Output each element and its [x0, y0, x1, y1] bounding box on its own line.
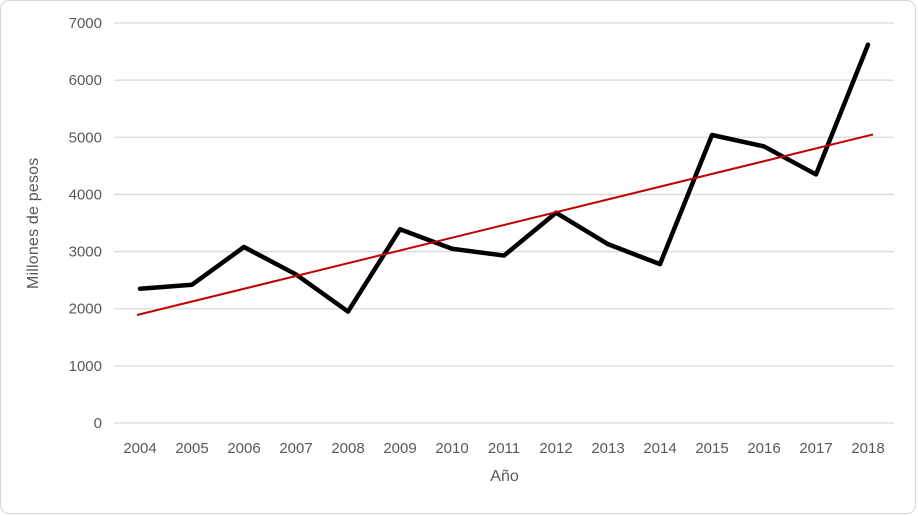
x-tick-label: 2014: [643, 440, 676, 457]
y-tick-label: 0: [94, 415, 102, 432]
x-tick-label: 2006: [227, 440, 260, 457]
x-tick-label: 2009: [383, 440, 416, 457]
x-tick-label: 2010: [435, 440, 468, 457]
y-tick-label: 3000: [69, 244, 102, 261]
x-tick-label: 2015: [695, 440, 728, 457]
y-tick-label: 6000: [69, 72, 102, 89]
trendline: [136, 133, 874, 316]
x-tick-label: 2011: [488, 440, 520, 457]
x-tick-label: 2008: [331, 440, 364, 457]
y-axis-title: Millones de pesos: [25, 157, 42, 289]
y-tick-label: 7000: [69, 15, 102, 32]
y-tick-label: 2000: [69, 301, 102, 318]
x-axis-title: Año: [490, 468, 519, 485]
x-tick-label: 2017: [799, 440, 832, 457]
x-tick-label: 2013: [591, 440, 624, 457]
y-tick-label: 1000: [69, 358, 102, 375]
x-tick-label: 2004: [123, 440, 156, 457]
x-tick-label: 2005: [175, 440, 208, 457]
x-tick-label: 2007: [279, 440, 312, 457]
data-series-line: [137, 42, 871, 314]
x-tick-label: 2012: [539, 440, 572, 457]
x-tick-label: 2018: [851, 440, 884, 457]
x-tick-label: 2016: [747, 440, 780, 457]
y-tick-label: 5000: [69, 129, 102, 146]
y-tick-label: 4000: [69, 186, 102, 203]
